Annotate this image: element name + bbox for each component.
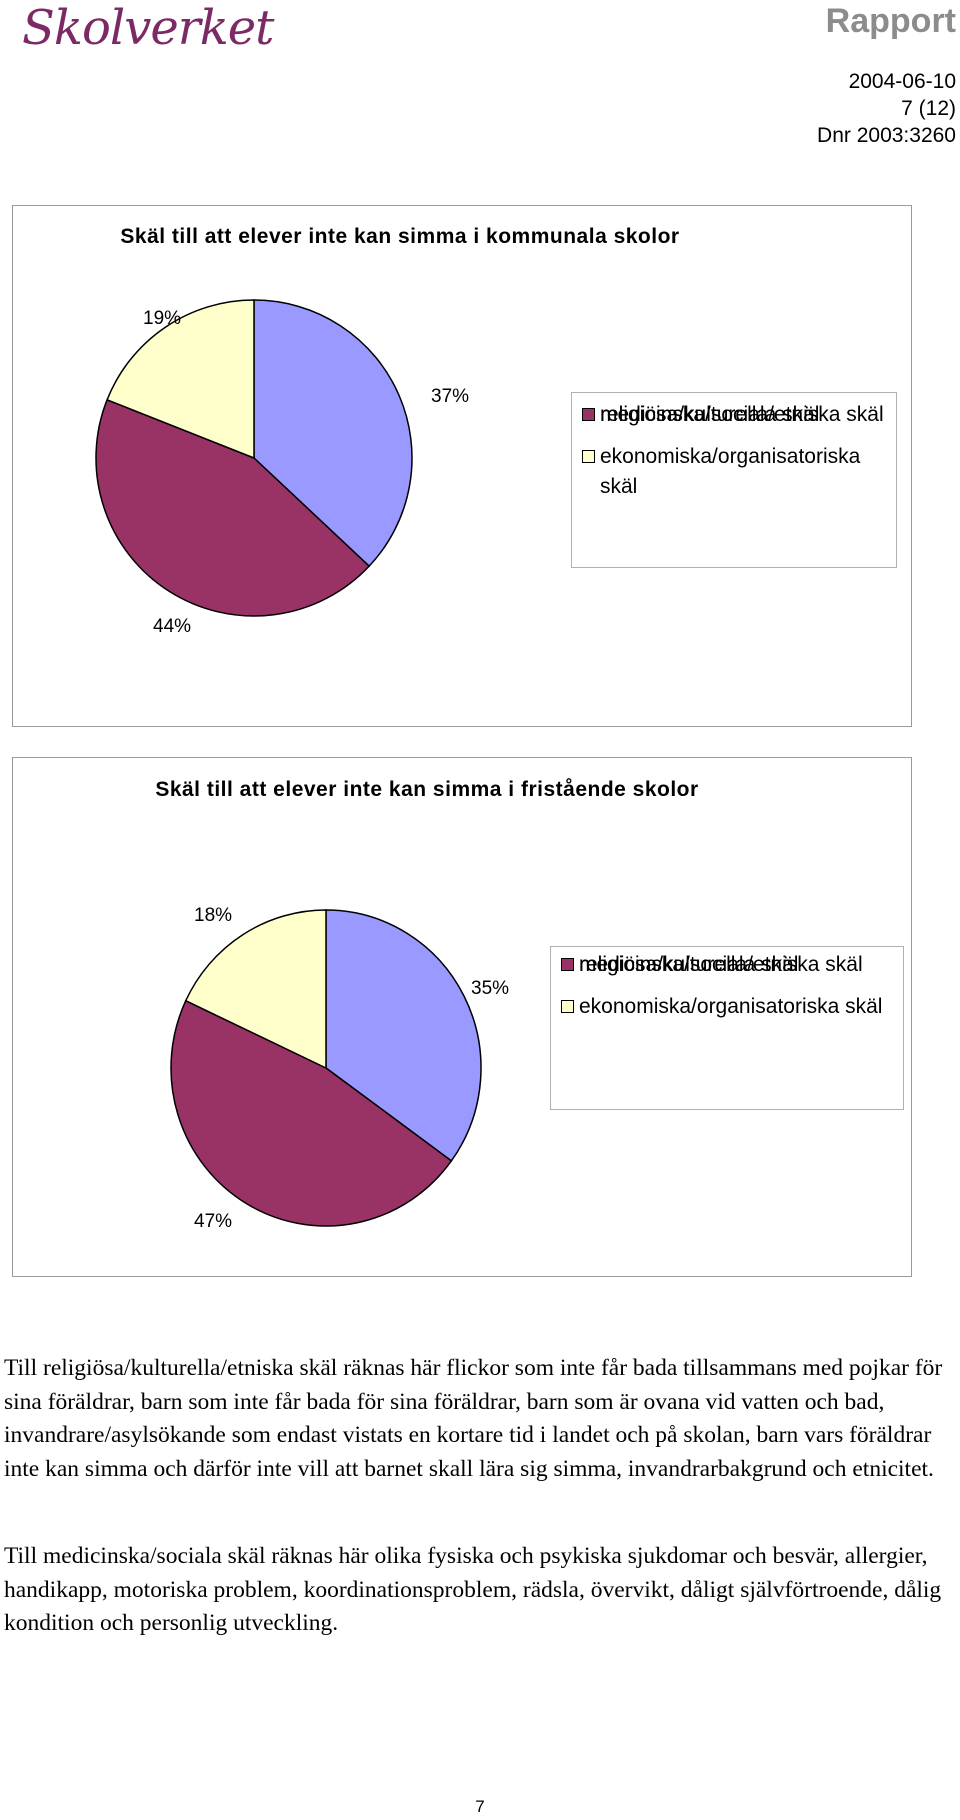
pie-slice-medical	[95, 398, 371, 617]
report-label: Rapport	[825, 2, 956, 40]
legend-label: ekonomiska/organisatoriska skäl	[600, 445, 861, 498]
legend-swatch	[582, 450, 595, 463]
chart-title: Skäl till att elever inte kan simma i fr…	[155, 778, 699, 801]
legend-item-medical: medicinska/sociala skäl	[551, 950, 903, 980]
legend-item-economic: ekonomiska/organisatoriska skäl	[551, 992, 903, 1022]
document-date: 2004-06-10	[848, 70, 956, 93]
legend-item-economic: ekonomiska/organisatoriska skäl	[572, 442, 896, 502]
pie-chart	[170, 909, 482, 1227]
chart-legend: religiösa/kulturella/etniska skäl medici…	[571, 392, 897, 568]
skolverket-logo: Skolverket	[22, 0, 274, 56]
legend-label: religiösa/kulturella/etniska skäl	[579, 953, 863, 976]
legend-swatch	[561, 1000, 574, 1013]
pie-slice-economic	[184, 909, 327, 1070]
legend-item-medical: medicinska/sociala skäl	[572, 400, 896, 430]
pie-slice-religious	[325, 909, 482, 1162]
page-number: 7	[475, 1797, 485, 1816]
data-label-religious: 37%	[431, 386, 470, 407]
legend-label: medicinska/sociala skäl	[579, 953, 799, 976]
pie-slice-religious	[253, 299, 413, 568]
pie-chart	[95, 299, 413, 617]
data-label-economic: 18%	[194, 905, 233, 926]
legend-label: religiösa/kulturella/etniska skäl	[600, 403, 884, 426]
data-label-religious: 35%	[471, 978, 510, 999]
legend-swatch	[561, 958, 574, 971]
pie-slice-medical	[170, 999, 453, 1227]
data-label-medical: 47%	[194, 1211, 233, 1232]
chart-title: Skäl till att elever inte kan simma i ko…	[120, 225, 680, 248]
data-label-economic: 19%	[143, 308, 182, 329]
pie-slice-economic	[106, 299, 255, 460]
legend-label: medicinska/sociala skäl	[600, 403, 820, 426]
paragraph-medical-reasons: Till medicinska/sociala skäl räknas här …	[4, 1543, 942, 1636]
data-label-medical: 44%	[153, 616, 192, 637]
chart-fristaende: Skäl till att elever inte kan simma i fr…	[12, 757, 912, 1277]
paragraph-religious-reasons: Till religiösa/kulturella/etniska skäl r…	[4, 1355, 943, 1482]
document-meta: 2004-06-10 7 (12) Dnr 2003:3260	[817, 68, 956, 149]
legend-swatch	[582, 408, 595, 421]
legend-label: ekonomiska/organisatoriska skäl	[579, 995, 883, 1018]
document-dnr: Dnr 2003:3260	[817, 124, 956, 147]
chart-kommunala: Skäl till att elever inte kan simma i ko…	[12, 205, 912, 727]
page-of-total: 7 (12)	[901, 97, 956, 120]
chart-legend: religiösa/kulturella/etniska skäl medici…	[550, 946, 904, 1110]
